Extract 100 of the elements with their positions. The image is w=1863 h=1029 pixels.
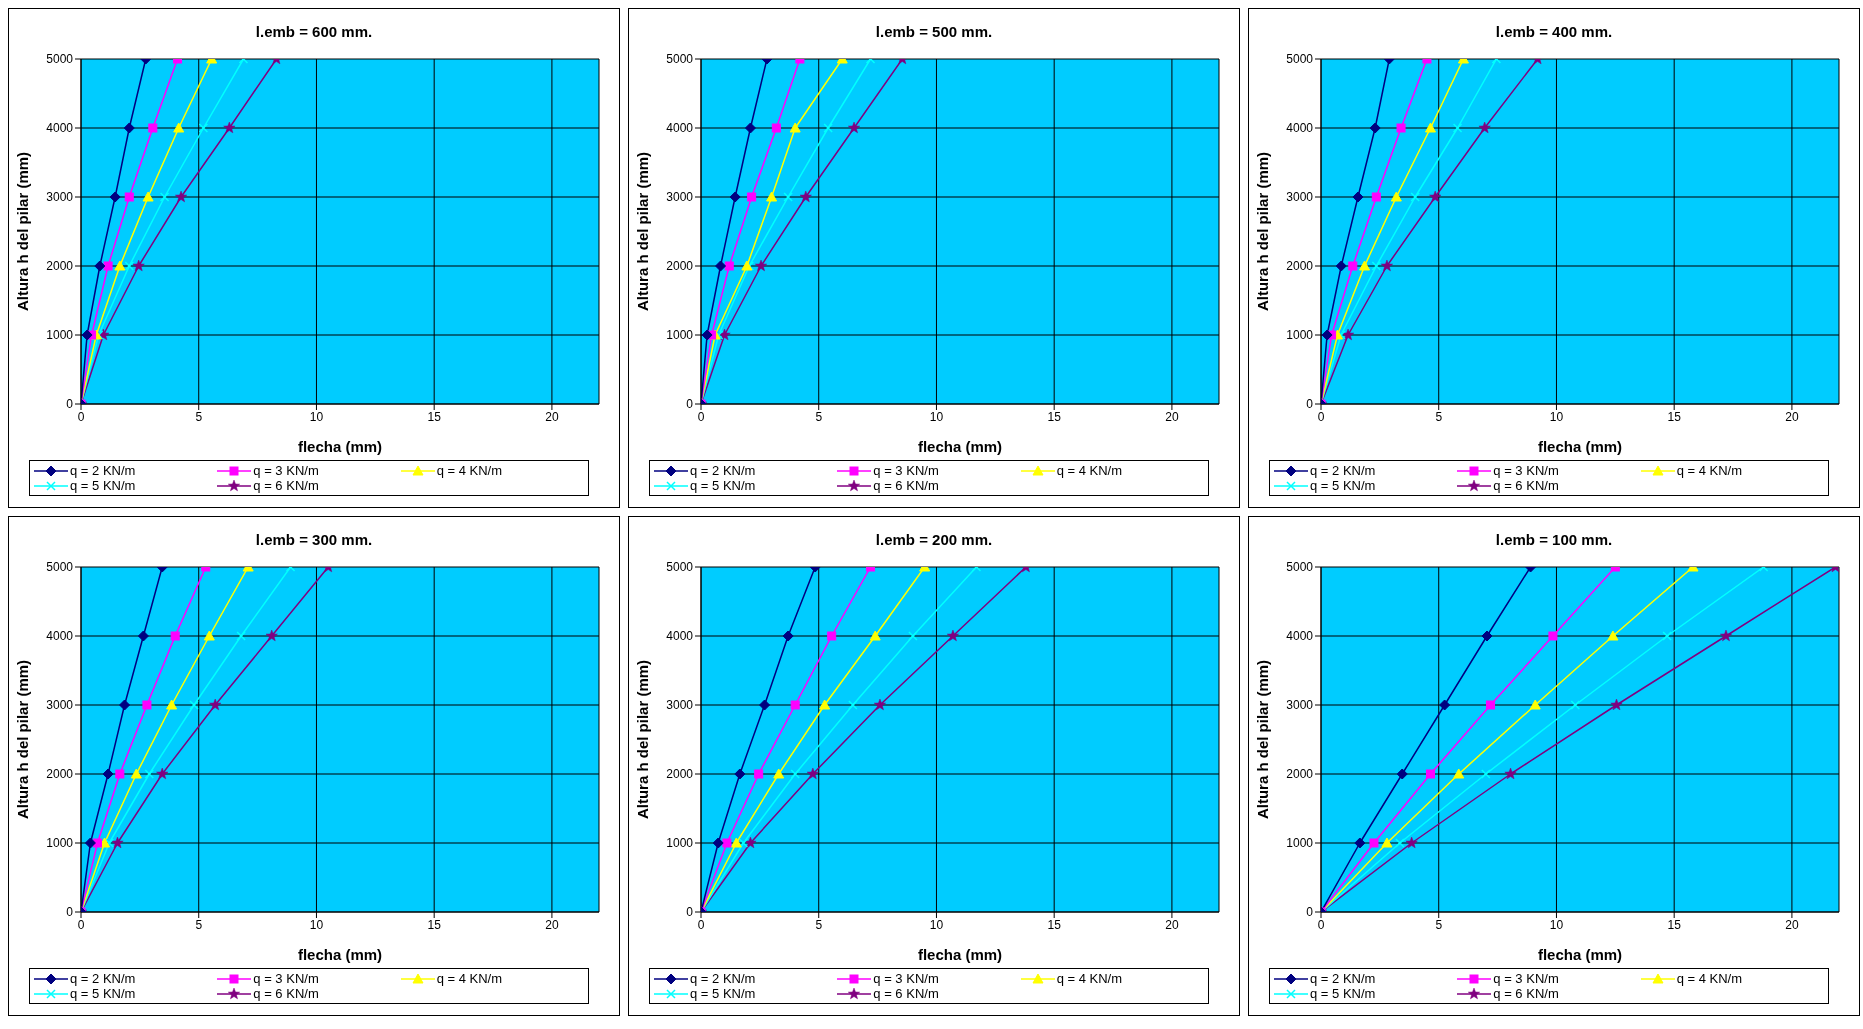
legend-label: q = 2 KN/m	[690, 971, 756, 986]
legend-label: q = 5 KN/m	[690, 986, 756, 1001]
chart-title: l.emb = 100 mm.	[1494, 531, 1614, 550]
x-tick-label: 5	[195, 409, 203, 424]
chart-title: l.emb = 600 mm.	[254, 23, 374, 42]
legend-label: q = 3 KN/m	[253, 463, 319, 478]
y-tick-label: 0	[66, 905, 74, 920]
x-tick-label: 5	[815, 409, 823, 424]
x-tick-label: 5	[1435, 409, 1443, 424]
y-axis-title: Altura h del pilar (mm)	[634, 659, 652, 820]
y-tick-label: 5000	[46, 560, 74, 575]
x-tick-label: 0	[77, 917, 85, 932]
y-tick-label: 5000	[666, 52, 694, 67]
x-tick-label: 10	[929, 409, 944, 424]
legend-label: q = 5 KN/m	[690, 478, 756, 493]
legend-label: q = 6 KN/m	[253, 478, 319, 493]
y-tick-label: 2000	[666, 767, 694, 782]
y-axis-title: Altura h del pilar (mm)	[634, 151, 652, 312]
x-axis-title: flecha (mm)	[297, 438, 383, 455]
y-tick-label: 2000	[46, 767, 74, 782]
x-tick-label: 5	[815, 917, 823, 932]
legend-label: q = 3 KN/m	[253, 971, 319, 986]
y-tick-label: 3000	[1286, 190, 1314, 205]
x-tick-label: 0	[697, 917, 705, 932]
legend-label: q = 6 KN/m	[253, 986, 319, 1001]
y-tick-label: 1000	[666, 836, 694, 851]
y-tick-label: 2000	[1286, 259, 1314, 274]
x-tick-label: 0	[697, 409, 705, 424]
legend-label: q = 5 KN/m	[1310, 986, 1376, 1001]
y-tick-label: 0	[1306, 397, 1314, 412]
legend-label: q = 2 KN/m	[690, 463, 756, 478]
legend-label: q = 4 KN/m	[1676, 463, 1743, 478]
y-axis-title: Altura h del pilar (mm)	[14, 151, 32, 312]
x-tick-label: 15	[427, 917, 442, 932]
y-tick-label: 1000	[46, 328, 74, 343]
y-tick-label: 5000	[46, 52, 74, 67]
y-tick-label: 1000	[46, 836, 74, 851]
y-tick-label: 2000	[1286, 767, 1314, 782]
y-axis-title: Altura h del pilar (mm)	[1254, 659, 1272, 820]
x-axis-title: flecha (mm)	[917, 438, 1003, 455]
legend-label: q = 6 KN/m	[873, 478, 939, 493]
y-tick-label: 4000	[46, 629, 74, 644]
x-axis-title: flecha (mm)	[297, 946, 383, 963]
y-tick-label: 2000	[46, 259, 74, 274]
y-tick-label: 4000	[1286, 629, 1314, 644]
y-tick-label: 5000	[1286, 52, 1314, 67]
x-tick-label: 0	[77, 409, 85, 424]
y-tick-label: 4000	[666, 629, 694, 644]
x-tick-label: 20	[1165, 409, 1179, 424]
x-tick-label: 20	[1785, 917, 1799, 932]
legend-label: q = 2 KN/m	[70, 463, 136, 478]
x-tick-label: 10	[929, 917, 944, 932]
x-tick-label: 15	[427, 409, 442, 424]
x-tick-label: 5	[195, 917, 203, 932]
legend-label: q = 5 KN/m	[70, 478, 136, 493]
y-tick-label: 4000	[666, 121, 694, 136]
chart-title: l.emb = 400 mm.	[1494, 23, 1614, 42]
x-tick-label: 10	[309, 409, 324, 424]
x-tick-label: 15	[1047, 409, 1062, 424]
legend-label: q = 2 KN/m	[1310, 463, 1376, 478]
y-tick-label: 4000	[46, 121, 74, 136]
x-tick-label: 20	[1785, 409, 1799, 424]
y-tick-label: 0	[686, 397, 694, 412]
chart-title: l.emb = 300 mm.	[254, 531, 374, 550]
legend-label: q = 4 KN/m	[1056, 971, 1123, 986]
legend-label: q = 3 KN/m	[1493, 971, 1559, 986]
y-tick-label: 0	[66, 397, 74, 412]
legend-label: q = 4 KN/m	[436, 463, 503, 478]
y-tick-label: 4000	[1286, 121, 1314, 136]
y-tick-label: 1000	[1286, 328, 1314, 343]
legend-label: q = 5 KN/m	[70, 986, 136, 1001]
y-tick-label: 5000	[666, 560, 694, 575]
legend-label: q = 6 KN/m	[873, 986, 939, 1001]
legend-label: q = 2 KN/m	[70, 971, 136, 986]
x-tick-label: 5	[1435, 917, 1443, 932]
y-tick-label: 1000	[666, 328, 694, 343]
y-tick-label: 5000	[1286, 560, 1314, 575]
x-tick-label: 10	[1549, 917, 1564, 932]
x-tick-label: 15	[1047, 917, 1062, 932]
x-axis-title: flecha (mm)	[1537, 438, 1623, 455]
y-tick-label: 3000	[46, 698, 74, 713]
legend-label: q = 3 KN/m	[1493, 463, 1559, 478]
legend-label: q = 4 KN/m	[1056, 463, 1123, 478]
y-tick-label: 3000	[46, 190, 74, 205]
y-tick-label: 3000	[666, 190, 694, 205]
chart-title: l.emb = 200 mm.	[874, 531, 994, 550]
x-tick-label: 15	[1667, 409, 1682, 424]
legend-label: q = 5 KN/m	[1310, 478, 1376, 493]
y-tick-label: 0	[1306, 905, 1314, 920]
x-tick-label: 20	[545, 409, 559, 424]
x-tick-label: 20	[545, 917, 559, 932]
y-tick-label: 0	[686, 905, 694, 920]
x-tick-label: 0	[1317, 917, 1325, 932]
x-tick-label: 20	[1165, 917, 1179, 932]
x-axis-title: flecha (mm)	[917, 946, 1003, 963]
y-tick-label: 3000	[666, 698, 694, 713]
y-tick-label: 3000	[1286, 698, 1314, 713]
x-axis-title: flecha (mm)	[1537, 946, 1623, 963]
legend-label: q = 3 KN/m	[873, 463, 939, 478]
legend-label: q = 4 KN/m	[436, 971, 503, 986]
